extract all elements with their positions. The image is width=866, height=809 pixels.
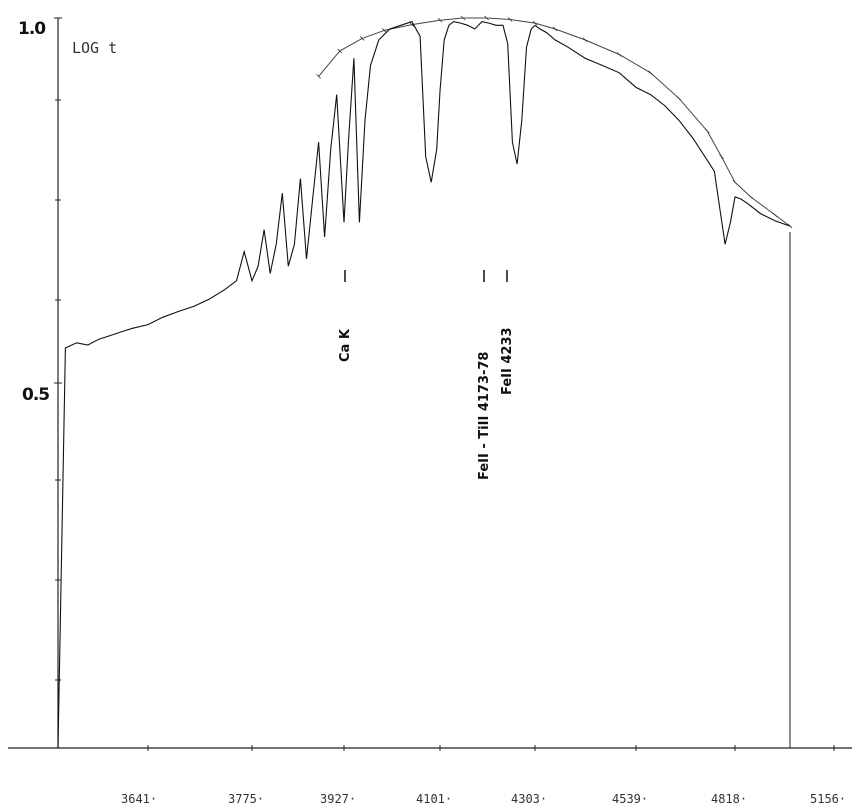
x-tick-label: 3927· xyxy=(320,792,356,806)
spectrum-line xyxy=(57,20,791,749)
continuum-point xyxy=(484,15,489,21)
continuum-point xyxy=(676,96,682,101)
x-tick-label: 4818· xyxy=(711,792,747,806)
continuum-markers xyxy=(316,15,793,229)
y-tick-label-mid: 0.5 xyxy=(22,385,49,405)
continuum-point xyxy=(437,17,443,23)
x-tick-label: 5156· xyxy=(810,792,846,806)
continuum-point xyxy=(732,179,738,185)
continuum-point xyxy=(772,212,778,218)
x-tick-label: 3641· xyxy=(121,792,157,806)
continuum-point xyxy=(617,52,622,57)
continuum-point xyxy=(507,17,513,22)
x-tick-label: 4539· xyxy=(612,792,648,806)
annotation-fe-4233: FeII 4233 xyxy=(500,327,515,395)
continuum-point xyxy=(337,48,343,54)
continuum-point xyxy=(460,15,466,21)
x-tick-label: 3775· xyxy=(228,792,264,806)
continuum-point xyxy=(532,20,538,26)
continuum-point xyxy=(582,37,588,43)
x-axis-ticks xyxy=(147,745,835,751)
y-axis-ticks xyxy=(54,17,62,681)
x-tick-labels: 3641· 3775· 3927· 4101· 4303· 4539· 4818… xyxy=(121,792,846,806)
y-axis-title: LOG t xyxy=(72,39,117,57)
continuum-point xyxy=(409,22,415,27)
continuum-point xyxy=(552,26,558,32)
continuum-point xyxy=(787,223,793,229)
continuum-point xyxy=(648,70,653,76)
continuum-point xyxy=(381,28,387,33)
annotation-ca-k: Ca K xyxy=(338,328,353,362)
x-tick-label: 4303· xyxy=(511,792,547,806)
continuum-point xyxy=(748,194,753,200)
continuum-point xyxy=(359,36,365,41)
y-tick-label-top: 1.0 xyxy=(18,19,46,39)
continuum-line xyxy=(318,17,791,227)
annotation-fe-ti: FeII - TiII 4173-78 xyxy=(477,352,492,480)
continuum-point xyxy=(316,74,321,79)
x-tick-label: 4101· xyxy=(416,792,452,806)
continuum-point xyxy=(719,154,724,159)
continuum-point xyxy=(705,128,710,134)
